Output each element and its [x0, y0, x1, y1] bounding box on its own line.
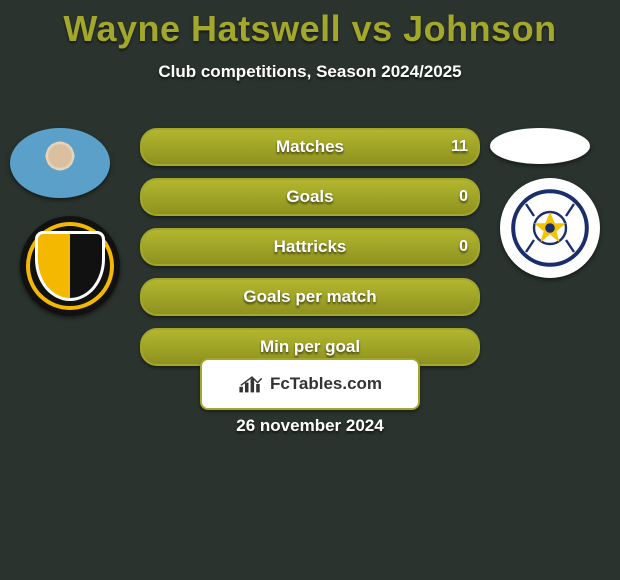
brand-box[interactable]: FcTables.com [200, 358, 420, 410]
right-player-avatar [490, 128, 590, 164]
stat-left-value [114, 230, 134, 264]
brand-label: FcTables.com [270, 374, 382, 394]
left-club-badge [20, 216, 120, 316]
right-club-badge [500, 178, 600, 278]
stat-label: Matches [142, 130, 478, 164]
stat-right-value: 0 [459, 230, 468, 264]
stat-label: Hattricks [142, 230, 478, 264]
stat-right-value: 0 [459, 180, 468, 214]
stat-left-value [114, 130, 134, 164]
stats-container: Matches 11 Goals 0 Hattricks 0 Goals per… [140, 128, 480, 378]
page-title: Wayne Hatswell vs Johnson [0, 8, 620, 50]
subtitle: Club competitions, Season 2024/2025 [0, 62, 620, 82]
date-label: 26 november 2024 [0, 416, 620, 436]
stat-left-value [114, 180, 134, 214]
stat-right-value: 11 [451, 130, 468, 164]
stat-label: Goals per match [142, 280, 478, 314]
bars-icon [238, 374, 266, 394]
stat-row-hattricks: Hattricks 0 [140, 228, 480, 266]
stat-row-matches: Matches 11 [140, 128, 480, 166]
stat-row-goals-per-match: Goals per match [140, 278, 480, 316]
left-player-avatar [10, 128, 110, 198]
stat-row-goals: Goals 0 [140, 178, 480, 216]
stat-left-value [114, 330, 134, 364]
stat-label: Goals [142, 180, 478, 214]
stat-left-value [114, 280, 134, 314]
